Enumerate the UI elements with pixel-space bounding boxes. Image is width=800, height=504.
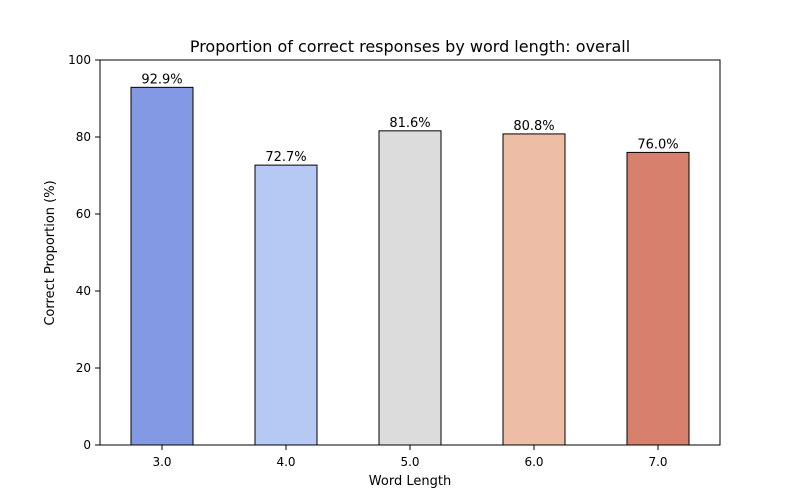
bar-4-0 xyxy=(254,164,318,446)
x-tick-label: 4.0 xyxy=(276,455,295,469)
bar-value-label: 76.0% xyxy=(637,137,678,152)
chart-title: Proportion of correct responses by word … xyxy=(190,37,630,56)
y-axis: 0 20 40 60 80 100 xyxy=(68,53,100,452)
bars-group xyxy=(130,86,690,446)
bar-5-0 xyxy=(378,130,442,446)
bar-6-0 xyxy=(502,133,566,446)
y-tick-label: 60 xyxy=(76,207,91,221)
x-tick-label: 6.0 xyxy=(524,455,543,469)
bar-3-0 xyxy=(130,86,194,446)
x-tick-label: 5.0 xyxy=(400,455,419,469)
value-labels-group: 92.9% 72.7% 81.6% 80.8% 76.0% xyxy=(141,72,678,165)
bar-value-label: 72.7% xyxy=(265,150,306,165)
bar-value-label: 81.6% xyxy=(389,116,430,131)
y-tick-label: 100 xyxy=(68,53,91,67)
bar-value-label: 92.9% xyxy=(141,72,182,87)
y-axis-label: Correct Proportion (%) xyxy=(43,180,58,325)
x-tick-label: 7.0 xyxy=(648,455,667,469)
bar-value-label: 80.8% xyxy=(513,119,554,134)
x-axis: 3.0 4.0 5.0 6.0 7.0 xyxy=(152,445,668,469)
y-tick-label: 40 xyxy=(76,284,91,298)
x-axis-label: Word Length xyxy=(369,474,451,489)
y-tick-label: 20 xyxy=(76,361,91,375)
y-tick-label: 0 xyxy=(83,438,91,452)
x-tick-label: 3.0 xyxy=(152,455,171,469)
bar-7-0 xyxy=(626,151,690,446)
y-tick-label: 80 xyxy=(76,130,91,144)
